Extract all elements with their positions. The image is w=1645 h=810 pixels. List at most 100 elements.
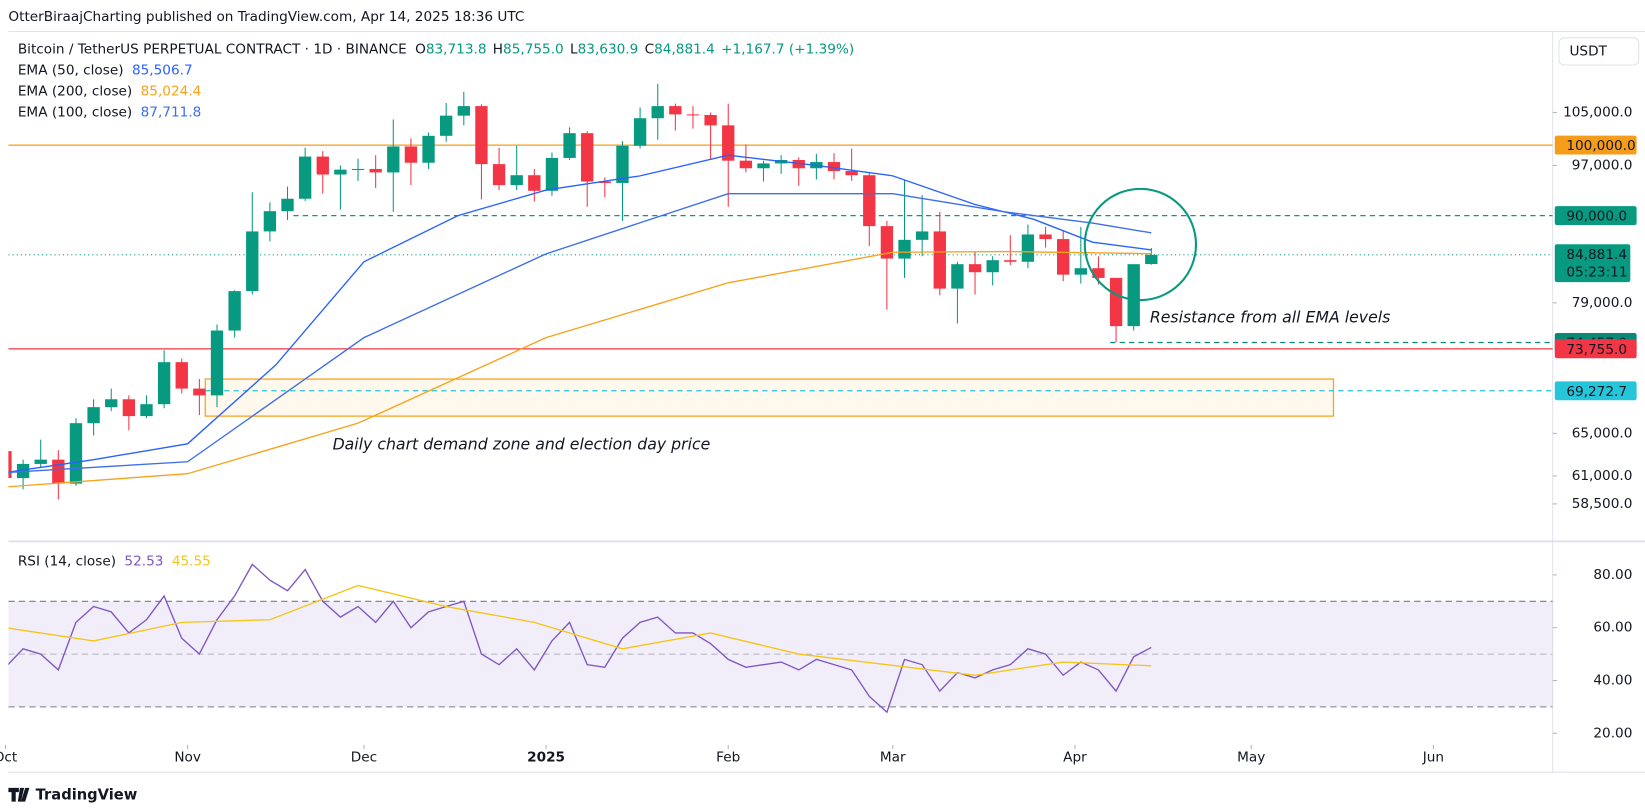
y-tick-label: 20.00 bbox=[1593, 725, 1632, 741]
candle-body bbox=[669, 106, 682, 115]
y-tick-label: 61,000.0 bbox=[1572, 468, 1633, 484]
candle-body bbox=[34, 459, 47, 464]
annotation: Daily chart demand zone and election day… bbox=[333, 434, 711, 453]
y-tick-label: 97,000.0 bbox=[1572, 157, 1633, 173]
level-tag-label: 69,272.7 bbox=[1566, 384, 1627, 400]
published-line: OtterBiraajCharting published on Trading… bbox=[8, 9, 524, 25]
candle-body bbox=[863, 175, 876, 227]
candle-body bbox=[298, 156, 312, 199]
candle-body bbox=[387, 146, 400, 173]
x-tick-label: Nov bbox=[174, 750, 201, 766]
candle-body bbox=[880, 226, 894, 259]
rsi-value: 52.53 bbox=[124, 553, 163, 569]
candle-body bbox=[316, 156, 329, 175]
candle-body bbox=[122, 399, 136, 417]
y-tick-label: 65,000.0 bbox=[1572, 425, 1633, 441]
candle-body bbox=[475, 106, 488, 165]
candle-body bbox=[563, 133, 576, 158]
level-tag bbox=[1554, 381, 1637, 401]
last-price-label: 84,881.4 bbox=[1566, 247, 1627, 263]
y-tick-label: 105,000.0 bbox=[1563, 104, 1632, 120]
series-line bbox=[8, 250, 1152, 488]
candle-body bbox=[140, 404, 153, 417]
legend-name: EMA (50, close) bbox=[18, 62, 124, 78]
candle-body bbox=[457, 106, 470, 116]
series-line bbox=[8, 584, 1152, 676]
candle-body bbox=[704, 115, 717, 126]
candle-body bbox=[933, 231, 946, 289]
rsi-value: 45.55 bbox=[172, 553, 211, 569]
series-line bbox=[8, 154, 1152, 473]
annotation: Resistance from all EMA levels bbox=[1150, 307, 1391, 326]
candle-body bbox=[422, 135, 435, 163]
candle-body bbox=[69, 423, 83, 484]
candle-body bbox=[827, 162, 841, 172]
y-tick-label: 80.00 bbox=[1593, 567, 1632, 583]
candle-body bbox=[545, 157, 559, 191]
ohlc-value: 84,881.4 bbox=[654, 41, 715, 57]
candle-body bbox=[968, 264, 982, 273]
candle-body bbox=[1109, 277, 1123, 327]
candle-body bbox=[404, 146, 418, 163]
last-price-tag bbox=[1554, 244, 1631, 283]
level-tag-label: 100,000.0 bbox=[1566, 138, 1635, 154]
candle-body bbox=[598, 181, 612, 183]
candle-body bbox=[951, 264, 964, 289]
legend-value: 85,506.7 bbox=[132, 62, 193, 78]
series-line bbox=[8, 193, 1152, 474]
candle-body bbox=[633, 118, 647, 146]
candle-body bbox=[281, 198, 294, 212]
candle-body bbox=[616, 145, 629, 183]
x-tick-label: Feb bbox=[716, 750, 740, 766]
candle-body bbox=[757, 163, 770, 169]
brand-logo bbox=[8, 787, 30, 802]
x-tick-label: 2025 bbox=[527, 750, 565, 766]
candle-body bbox=[210, 330, 224, 396]
x-tick-label: May bbox=[1237, 750, 1265, 766]
x-tick-label: Jun bbox=[1422, 750, 1444, 766]
candle-body bbox=[1039, 234, 1052, 240]
candle-body bbox=[440, 115, 453, 136]
legend-title-row: Bitcoin / TetherUS PERPETUAL CONTRACT · … bbox=[18, 41, 854, 57]
y-tick-label: 60.00 bbox=[1593, 620, 1632, 636]
candle-body bbox=[1057, 239, 1070, 275]
legend-name: EMA (100, close) bbox=[18, 104, 132, 120]
legend-value: 85,024.4 bbox=[141, 83, 202, 99]
level-tag-label: 90,000.0 bbox=[1566, 209, 1627, 225]
legend-value: 87,711.8 bbox=[141, 104, 202, 120]
candle-body bbox=[193, 388, 206, 396]
x-tick-label: Oct bbox=[0, 750, 18, 766]
candle-body bbox=[986, 260, 999, 273]
candle-body bbox=[651, 106, 664, 119]
candle-body bbox=[8, 451, 12, 479]
candle-body bbox=[1004, 260, 1017, 262]
candle-body bbox=[581, 133, 594, 182]
candle-body bbox=[246, 231, 259, 292]
y-tick-label: 79,000.0 bbox=[1572, 295, 1633, 311]
ohlc-value: 83,630.9 bbox=[578, 41, 639, 57]
change: +1,167.7 (+1.39%) bbox=[721, 41, 854, 57]
level-tag-label: 73,755.0 bbox=[1566, 342, 1627, 358]
ohlc-key: C bbox=[645, 41, 655, 57]
candle-body bbox=[157, 362, 171, 405]
currency-button[interactable] bbox=[1558, 37, 1640, 66]
highlight-circle bbox=[1083, 187, 1198, 302]
candle-body bbox=[1021, 234, 1035, 262]
candle-body bbox=[334, 169, 347, 175]
ohlc-value: 83,713.8 bbox=[426, 41, 487, 57]
candle-body bbox=[52, 459, 65, 484]
candle-body bbox=[228, 291, 241, 331]
candle-body bbox=[492, 164, 506, 186]
brand: TradingView bbox=[36, 786, 138, 803]
candle-body bbox=[1127, 264, 1140, 327]
currency[interactable]: USDT bbox=[1569, 43, 1607, 59]
candle-body bbox=[351, 168, 365, 171]
x-tick-label: Apr bbox=[1063, 750, 1087, 766]
y-tick-label: 58,500.0 bbox=[1572, 496, 1633, 512]
level-tag bbox=[1554, 206, 1637, 226]
y-tick-label: 40.00 bbox=[1593, 672, 1632, 688]
x-tick-label: Mar bbox=[880, 750, 906, 766]
price-pane bbox=[8, 83, 1553, 500]
candle-body bbox=[1074, 268, 1087, 275]
